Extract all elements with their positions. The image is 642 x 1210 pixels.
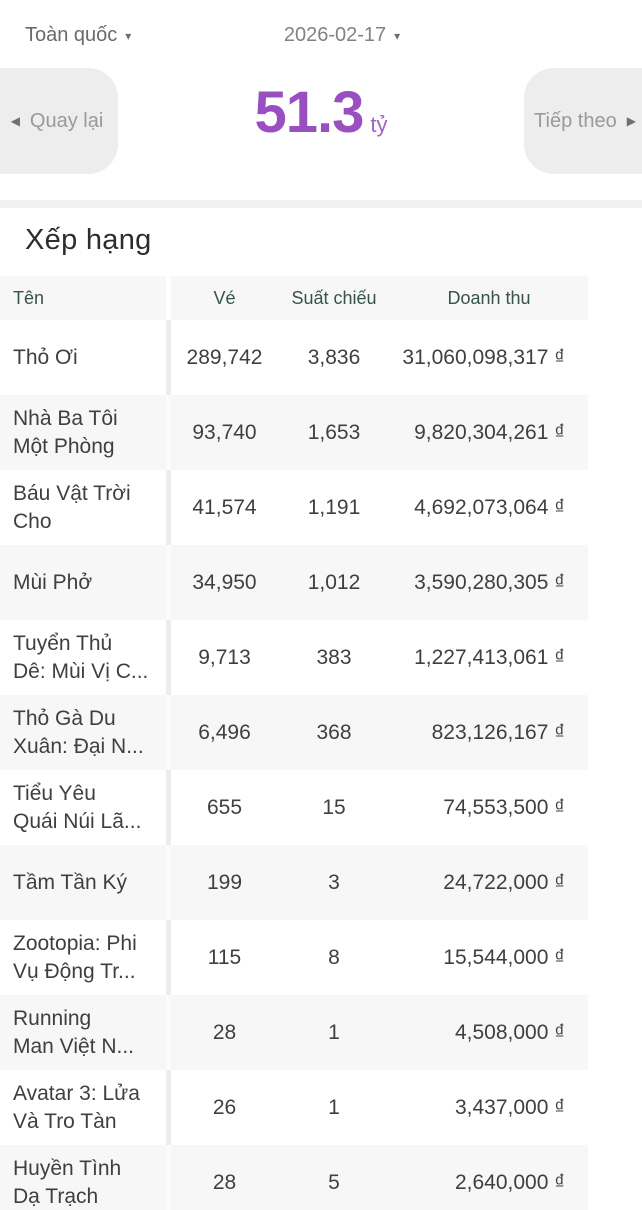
- table-row[interactable]: Báu Vật Trời Cho 41,574 1,191 4,692,073,064…: [0, 470, 588, 545]
- column-header-revenue: Doanh thu: [447, 287, 531, 308]
- column-divider: [166, 1145, 171, 1210]
- previous-day-label: Quay lại: [29, 109, 104, 132]
- table-row[interactable]: Thỏ Gà Du Xuân: Đại N... 6,496 368 823,126,…: [0, 695, 588, 770]
- movie-name: Running Man Việt N...: [13, 1006, 134, 1058]
- column-divider: [166, 545, 171, 620]
- showtimes-value: 1,191: [307, 495, 361, 519]
- showtimes-value: 3,836: [307, 345, 361, 369]
- tickets-value: 655: [206, 795, 243, 819]
- movie-name: Zootopia: Phi Vụ Động Tr...: [13, 931, 137, 983]
- movie-name: Huyền Tình Dạ Trạch: [13, 1156, 122, 1208]
- column-header-showtimes: Suất chiếu: [291, 287, 377, 308]
- column-divider: [166, 695, 171, 770]
- table-row[interactable]: Zootopia: Phi Vụ Động Tr... 115 8 15,544,00…: [0, 920, 588, 995]
- tickets-value: 28: [212, 1020, 237, 1044]
- table-header-row: Tên Vé Suất chiếu Doanh thu: [0, 276, 588, 320]
- movie-name: Tuyển Thủ Dê: Mùi Vị C...: [13, 631, 149, 683]
- next-day-button[interactable]: Tiếp theo ▶: [524, 68, 642, 174]
- showtimes-value: 383: [316, 645, 352, 669]
- movie-name: Tầm Tần Ký: [13, 870, 127, 894]
- revenue-value: 3,590,280,305 ₫: [414, 570, 565, 594]
- ranking-table: Tên Vé Suất chiếu Doanh thu Thỏ Ơi 289,74…: [0, 276, 588, 1210]
- chevron-down-icon: ▾: [394, 28, 401, 43]
- movie-name: Thỏ Ơi: [13, 345, 78, 369]
- tickets-value: 34,950: [192, 570, 257, 594]
- region-label: Toàn quốc: [25, 24, 118, 46]
- column-divider: [166, 620, 171, 695]
- ranking-table-body: Thỏ Ơi 289,742 3,836 31,060,098,317 ₫ Nhà Ba…: [0, 320, 588, 1210]
- revenue-value: 2,640,000 ₫: [454, 1170, 565, 1194]
- column-divider: [166, 470, 171, 545]
- column-divider: [166, 995, 171, 1070]
- table-row[interactable]: Nhà Ba Tôi Một Phòng 93,740 1,653 9,820,304…: [0, 395, 588, 470]
- showtimes-value: 368: [316, 720, 352, 744]
- chevron-down-icon: ▾: [125, 28, 132, 43]
- showtimes-value: 1: [328, 1020, 340, 1044]
- showtimes-value: 1,012: [307, 570, 361, 594]
- table-row[interactable]: Tầm Tần Ký 199 3 24,722,000 ₫: [0, 845, 588, 920]
- table-row[interactable]: Huyền Tình Dạ Trạch 28 5 2,640,000 ₫: [0, 1145, 588, 1210]
- table-row[interactable]: Avatar 3: Lửa Và Tro Tàn 26 1 3,437,000 ₫: [0, 1070, 588, 1145]
- column-header-name: Tên: [13, 287, 45, 308]
- table-row[interactable]: Running Man Việt N... 28 1 4,508,000 ₫: [0, 995, 588, 1070]
- total-revenue-unit: tỷ: [370, 112, 388, 137]
- showtimes-value: 3: [328, 870, 340, 894]
- revenue-value: 31,060,098,317 ₫: [402, 345, 565, 369]
- tickets-value: 289,742: [186, 345, 263, 369]
- movie-name: Thỏ Gà Du Xuân: Đại N...: [13, 706, 144, 758]
- previous-day-button[interactable]: ◀ Quay lại: [0, 68, 118, 174]
- tickets-value: 199: [206, 870, 243, 894]
- showtimes-value: 1,653: [307, 420, 361, 444]
- region-dropdown[interactable]: Toàn quốc ▾: [25, 24, 131, 47]
- table-row[interactable]: Tuyển Thủ Dê: Mùi Vị C... 9,713 383 1,227,4…: [0, 620, 588, 695]
- column-divider: [166, 276, 171, 320]
- revenue-value: 4,692,073,064 ₫: [414, 495, 565, 519]
- showtimes-value: 1: [328, 1095, 340, 1119]
- revenue-value: 4,508,000 ₫: [454, 1020, 565, 1044]
- revenue-value: 24,722,000 ₫: [443, 870, 565, 894]
- arrow-right-icon: ▶: [626, 114, 636, 128]
- total-revenue-value: 51.3: [254, 80, 364, 145]
- revenue-value: 1,227,413,061 ₫: [414, 645, 565, 669]
- movie-name: Mùi Phở: [13, 570, 93, 594]
- tickets-value: 41,574: [192, 495, 257, 519]
- column-divider: [166, 320, 171, 395]
- date-label: 2026-02-17: [283, 24, 387, 46]
- showtimes-value: 5: [328, 1170, 340, 1194]
- column-divider: [166, 920, 171, 995]
- movie-name: Avatar 3: Lửa Và Tro Tàn: [13, 1081, 140, 1133]
- next-day-label: Tiếp theo: [534, 109, 617, 132]
- column-divider: [166, 845, 171, 920]
- tickets-value: 115: [207, 945, 242, 969]
- revenue-value: 823,126,167 ₫: [431, 720, 565, 744]
- tickets-value: 28: [212, 1170, 237, 1194]
- column-header-tickets: Vé: [213, 287, 236, 308]
- revenue-value: 9,820,304,261 ₫: [414, 420, 565, 444]
- tickets-value: 6,496: [198, 720, 251, 744]
- tickets-value: 93,740: [192, 420, 257, 444]
- movie-name: Tiểu Yêu Quái Núi Lã...: [13, 781, 142, 833]
- ranking-title: Xếp hạng: [25, 224, 152, 256]
- column-divider: [166, 395, 171, 470]
- revenue-value: 15,544,000 ₫: [443, 945, 565, 969]
- showtimes-value: 8: [328, 945, 340, 969]
- table-row[interactable]: Thỏ Ơi 289,742 3,836 31,060,098,317 ₫: [0, 320, 588, 395]
- table-row[interactable]: Tiểu Yêu Quái Núi Lã... 655 15 74,553,500 ₫: [0, 770, 588, 845]
- column-divider: [166, 1070, 171, 1145]
- table-row[interactable]: Mùi Phở 34,950 1,012 3,590,280,305 ₫: [0, 545, 588, 620]
- revenue-value: 3,437,000 ₫: [454, 1095, 565, 1119]
- tickets-value: 26: [212, 1095, 237, 1119]
- section-divider: [0, 200, 642, 208]
- arrow-left-icon: ◀: [10, 114, 20, 128]
- column-divider: [166, 770, 171, 845]
- movie-name: Báu Vật Trời Cho: [13, 481, 131, 533]
- movie-name: Nhà Ba Tôi Một Phòng: [13, 406, 118, 458]
- date-dropdown[interactable]: 2026-02-17 ▾: [284, 24, 400, 47]
- revenue-value: 74,553,500 ₫: [443, 795, 565, 819]
- tickets-value: 9,713: [198, 645, 251, 669]
- showtimes-value: 15: [322, 795, 346, 819]
